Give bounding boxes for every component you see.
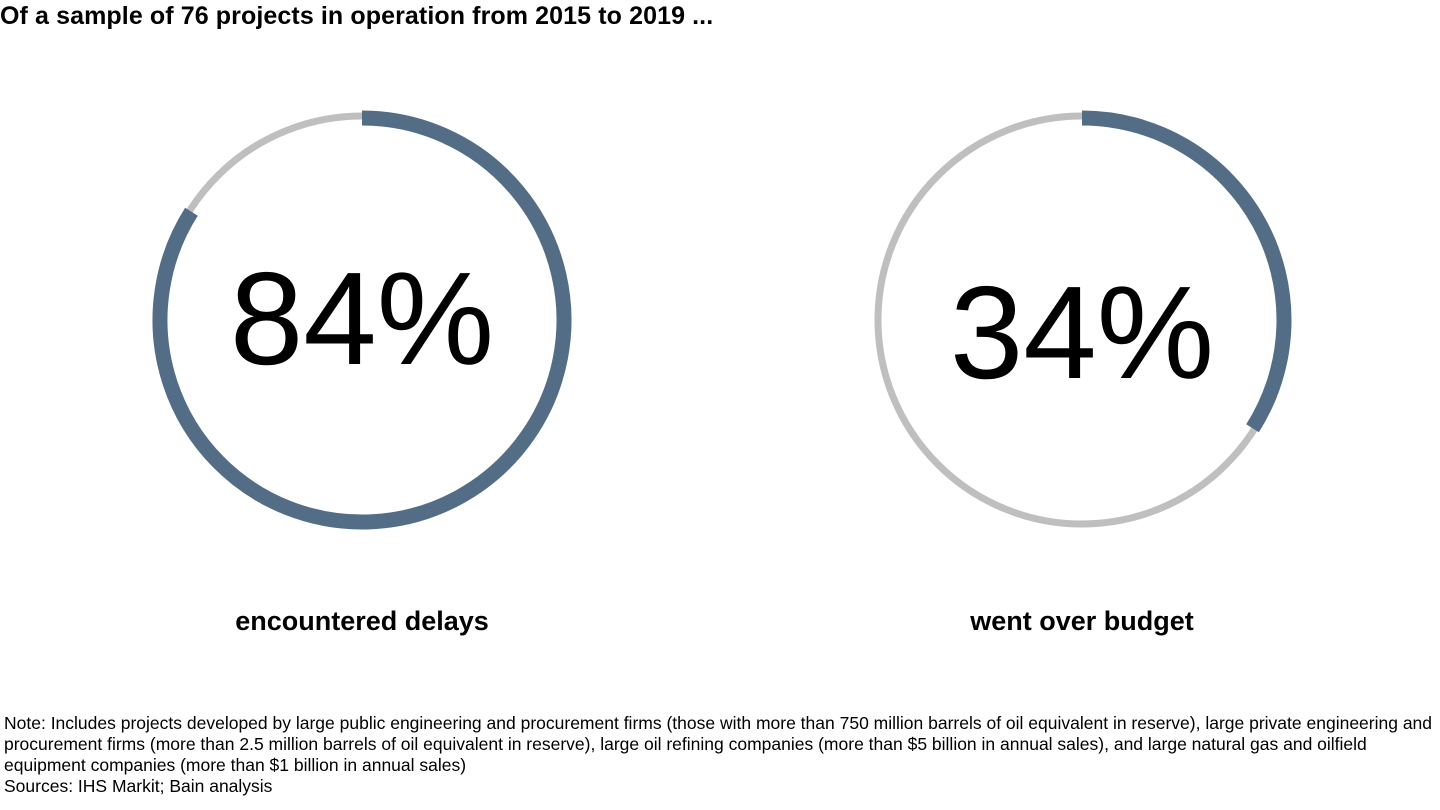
donut-value-text: 34% bbox=[950, 259, 1214, 406]
footnote: Note: Includes projects developed by lar… bbox=[4, 713, 1434, 797]
donut-chart-delays: 84% bbox=[152, 110, 572, 530]
donut-label-delays: encountered delays bbox=[235, 606, 489, 636]
chart-title: Of a sample of 76 projects in operation … bbox=[0, 2, 714, 30]
donut-chart-budget: 34% bbox=[874, 110, 1292, 528]
donut-label-budget: went over budget bbox=[970, 606, 1194, 636]
donut-value-arc bbox=[152, 110, 572, 530]
donut-value-arc bbox=[1081, 110, 1292, 433]
donut-value-text: 84% bbox=[230, 245, 494, 392]
footnote-sources: Sources: IHS Markit; Bain analysis bbox=[4, 776, 273, 796]
footnote-note: Note: Includes projects developed by lar… bbox=[4, 713, 1433, 775]
